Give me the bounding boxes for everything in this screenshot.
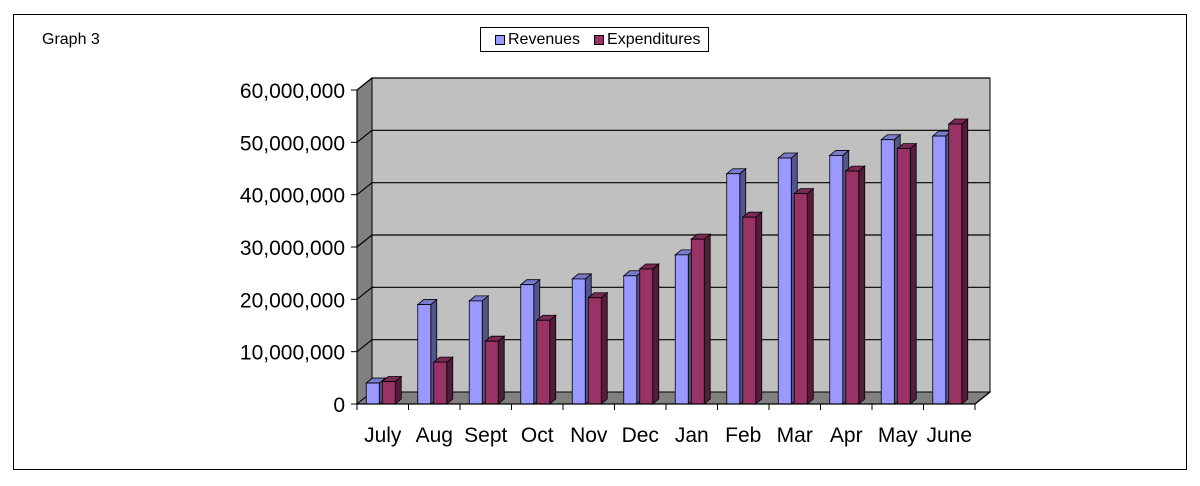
- bar-expenditures-sept: [484, 335, 506, 405]
- legend: Revenues Expenditures: [480, 27, 710, 52]
- legend-item-revenues: Revenues: [495, 31, 580, 49]
- x-tick-label: Mar: [777, 424, 813, 447]
- graph-label: Graph 3: [42, 31, 100, 48]
- bar-front: [742, 216, 757, 405]
- y-tick-label: 10,000,000: [240, 342, 345, 365]
- gridline: [356, 129, 990, 143]
- x-tick-label: July: [364, 424, 402, 447]
- x-tick-label: Oct: [521, 424, 554, 447]
- bar-front: [674, 254, 689, 405]
- x-tick-label: Sept: [464, 424, 507, 447]
- y-axis-ticks: 0 10,000,000 20,000,000 30,000,000 40,000,00…: [240, 80, 357, 417]
- bar-expenditures-oct: [535, 314, 557, 405]
- bar-side: [806, 187, 814, 405]
- bar-front: [880, 139, 895, 405]
- bars: [365, 118, 969, 405]
- bar-expenditures-feb: [741, 211, 763, 405]
- bar-side: [446, 356, 454, 405]
- y-tick-label: 60,000,000: [240, 80, 345, 103]
- legend-swatch-expenditures: [594, 34, 605, 45]
- bar-expenditures-aug: [432, 356, 454, 405]
- y-tick-label: 0: [333, 394, 345, 417]
- bar-side: [961, 118, 969, 405]
- bar-side: [755, 211, 763, 405]
- y-tick-label: 50,000,000: [240, 132, 345, 155]
- bar-front: [896, 148, 911, 405]
- legend-label-expenditures: Expenditures: [607, 30, 701, 48]
- x-tick-label: Apr: [830, 424, 863, 447]
- y-tick-label: 40,000,000: [240, 185, 345, 208]
- bar-front: [484, 340, 499, 405]
- bar-expenditures-dec: [638, 263, 660, 405]
- y-tick-label: 20,000,000: [240, 289, 345, 312]
- floor-edge: [974, 391, 991, 405]
- x-tick-label: June: [926, 424, 972, 447]
- bar-front: [932, 135, 947, 405]
- bar-side: [600, 291, 608, 405]
- bar-front: [381, 381, 396, 405]
- bar-expenditures-may: [896, 142, 918, 405]
- bar-side: [703, 233, 711, 405]
- bar-front: [536, 319, 551, 405]
- x-axis-ticks: July Aug Sept Oct Nov Dec Jan Feb Mar Apr May June: [356, 404, 976, 447]
- y-tick-label: 30,000,000: [240, 237, 345, 260]
- bar-side: [497, 335, 505, 405]
- bar-front: [623, 275, 638, 405]
- legend-label-revenues: Revenues: [508, 30, 581, 48]
- bar-expenditures-jan: [690, 233, 712, 405]
- x-tick-label: Nov: [570, 424, 608, 447]
- bar-expenditures-apr: [844, 165, 866, 405]
- bar-front: [690, 238, 705, 405]
- x-tick-label: Dec: [622, 424, 659, 447]
- legend-item-expenditures: Expenditures: [594, 31, 700, 49]
- bar-front: [845, 170, 860, 405]
- bar-front: [433, 361, 448, 405]
- bar-front: [793, 193, 808, 405]
- x-tick-label: Jan: [675, 424, 709, 447]
- bar-front: [365, 382, 380, 405]
- bar-expenditures-mar: [793, 187, 815, 405]
- bar-expenditures-july: [381, 375, 403, 405]
- bar-front: [520, 284, 535, 405]
- gridline: [356, 77, 990, 91]
- x-tick-label: Aug: [416, 424, 453, 447]
- x-tick-label: May: [878, 424, 918, 447]
- bar-front: [777, 157, 792, 405]
- bar-expenditures-nov: [587, 291, 609, 405]
- bar-front: [948, 123, 963, 405]
- bar-side: [909, 142, 917, 405]
- bar-front: [571, 278, 586, 405]
- bar-expenditures-june: [947, 118, 969, 405]
- bar-front: [639, 268, 654, 405]
- bar-front: [587, 297, 602, 405]
- bar-side: [858, 165, 866, 405]
- legend-swatch-revenues: [495, 34, 505, 45]
- bar-side: [652, 263, 660, 405]
- bar-front: [726, 173, 741, 405]
- bar-front: [417, 304, 432, 405]
- bar-front: [468, 300, 483, 405]
- x-tick-label: Feb: [725, 424, 761, 447]
- bar-side: [549, 314, 557, 405]
- bar-front: [829, 155, 844, 405]
